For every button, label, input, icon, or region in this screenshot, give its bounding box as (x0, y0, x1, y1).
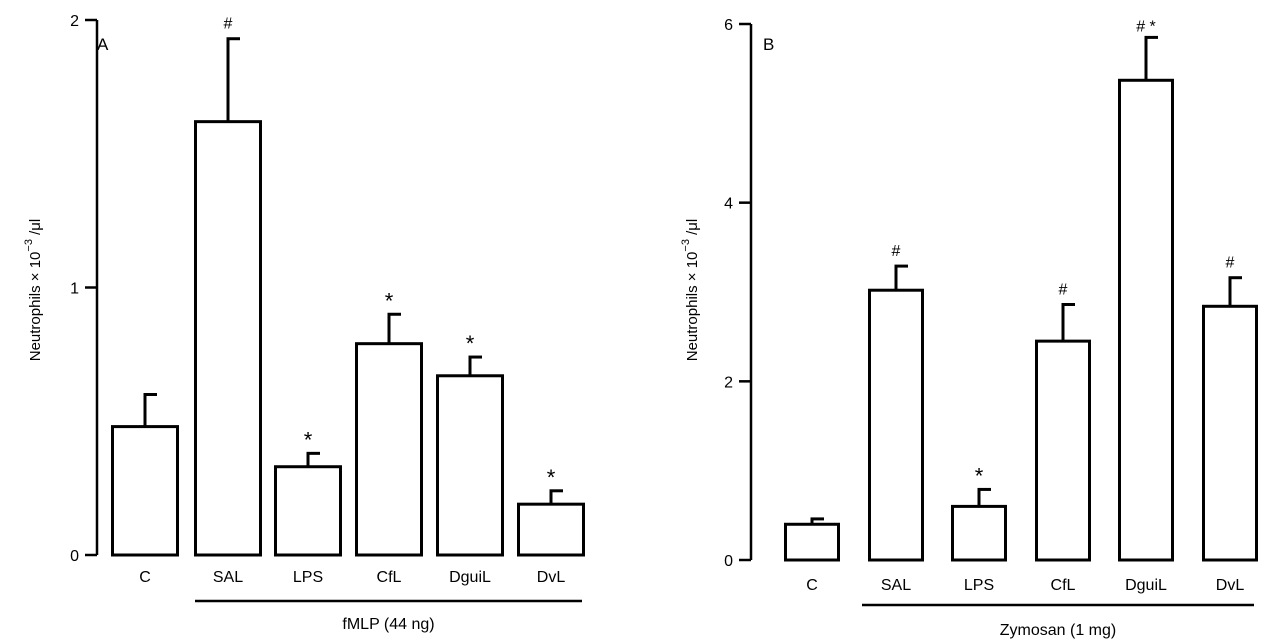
panel-a-x-tick-label: SAL (213, 569, 243, 586)
panel-a-significance-mark: # (224, 16, 233, 33)
panel-a-bar-c (111, 425, 179, 557)
panel-a-significance-mark: * (385, 288, 394, 313)
panel-b-y-tick-label: 4 (724, 196, 733, 213)
panel-b-significance-mark: # * (1136, 18, 1156, 35)
panel-b-y-axis-label: Neutrophils × 10−3 /μl (680, 219, 701, 362)
panel-b-y-tick-label: 6 (724, 17, 733, 34)
panel-a-bar-lps (274, 465, 342, 557)
panel-a-significance-mark: * (547, 465, 556, 490)
panel-b-x-tick-label: SAL (881, 577, 911, 594)
panel-a-y-tick-label: 1 (70, 281, 79, 298)
panel-a-x-tick-label: CfL (377, 569, 402, 586)
panel-a-x-tick-label: LPS (293, 569, 323, 586)
panel-b-chart: B Neutrophils × 10−3 /μl 0 2 4 6 C # SAL * LPS # C… (680, 17, 1258, 639)
panel-a-significance-mark: * (304, 427, 313, 452)
panel-a-x-tick-label: DvL (537, 569, 566, 586)
panel-b-label: B (763, 35, 774, 54)
panel-a-bar-cfl (355, 342, 423, 557)
panel-b-y-tick-label: 2 (724, 374, 733, 391)
panel-a-bar-dvl (517, 502, 585, 557)
panel-b-x-tick-label: CfL (1051, 577, 1076, 594)
panel-b-bar-dvl (1202, 304, 1258, 562)
panel-b-x-tick-label: C (806, 577, 818, 594)
panel-b-group-label: Zymosan (1 mg) (1000, 622, 1116, 639)
panel-a-significance-mark: * (466, 331, 475, 356)
panel-a-y-axis-label: Neutrophils × 10−3 /μl (23, 219, 44, 362)
panel-b-y-tick-label: 0 (724, 553, 733, 570)
panel-b-x-tick-label: DguiL (1125, 577, 1167, 594)
panel-b-significance-mark: # (1226, 255, 1235, 272)
panel-a-x-tick-label: C (139, 569, 151, 586)
panel-b-bar-cfl (1035, 339, 1091, 562)
panel-b-bar-lps (951, 504, 1007, 562)
panel-b-bar-sal (868, 288, 924, 562)
panel-b-significance-mark: * (975, 463, 984, 488)
panel-b-bar-c (784, 522, 840, 562)
panel-a-label: A (97, 35, 109, 54)
panel-a-chart: A Neutrophils × 10−3 /μl 0 1 2 C # SAL * LPS * Cf… (23, 13, 585, 633)
panel-a-x-tick-label: DguiL (449, 569, 491, 586)
panel-b-significance-mark: # (1059, 282, 1068, 299)
panel-b-bar-dguil (1118, 78, 1174, 562)
panel-a-bar-sal (194, 120, 262, 557)
panel-a-bar-dguil (436, 374, 504, 557)
panel-a-group-label: fMLP (44 ng) (342, 616, 434, 633)
panel-b-x-tick-label: DvL (1216, 577, 1245, 594)
panel-a-y-tick-label: 0 (70, 548, 79, 565)
panel-b-x-tick-label: LPS (964, 577, 994, 594)
panel-a-y-tick-label: 2 (70, 13, 79, 30)
panel-b-significance-mark: # (892, 243, 901, 260)
